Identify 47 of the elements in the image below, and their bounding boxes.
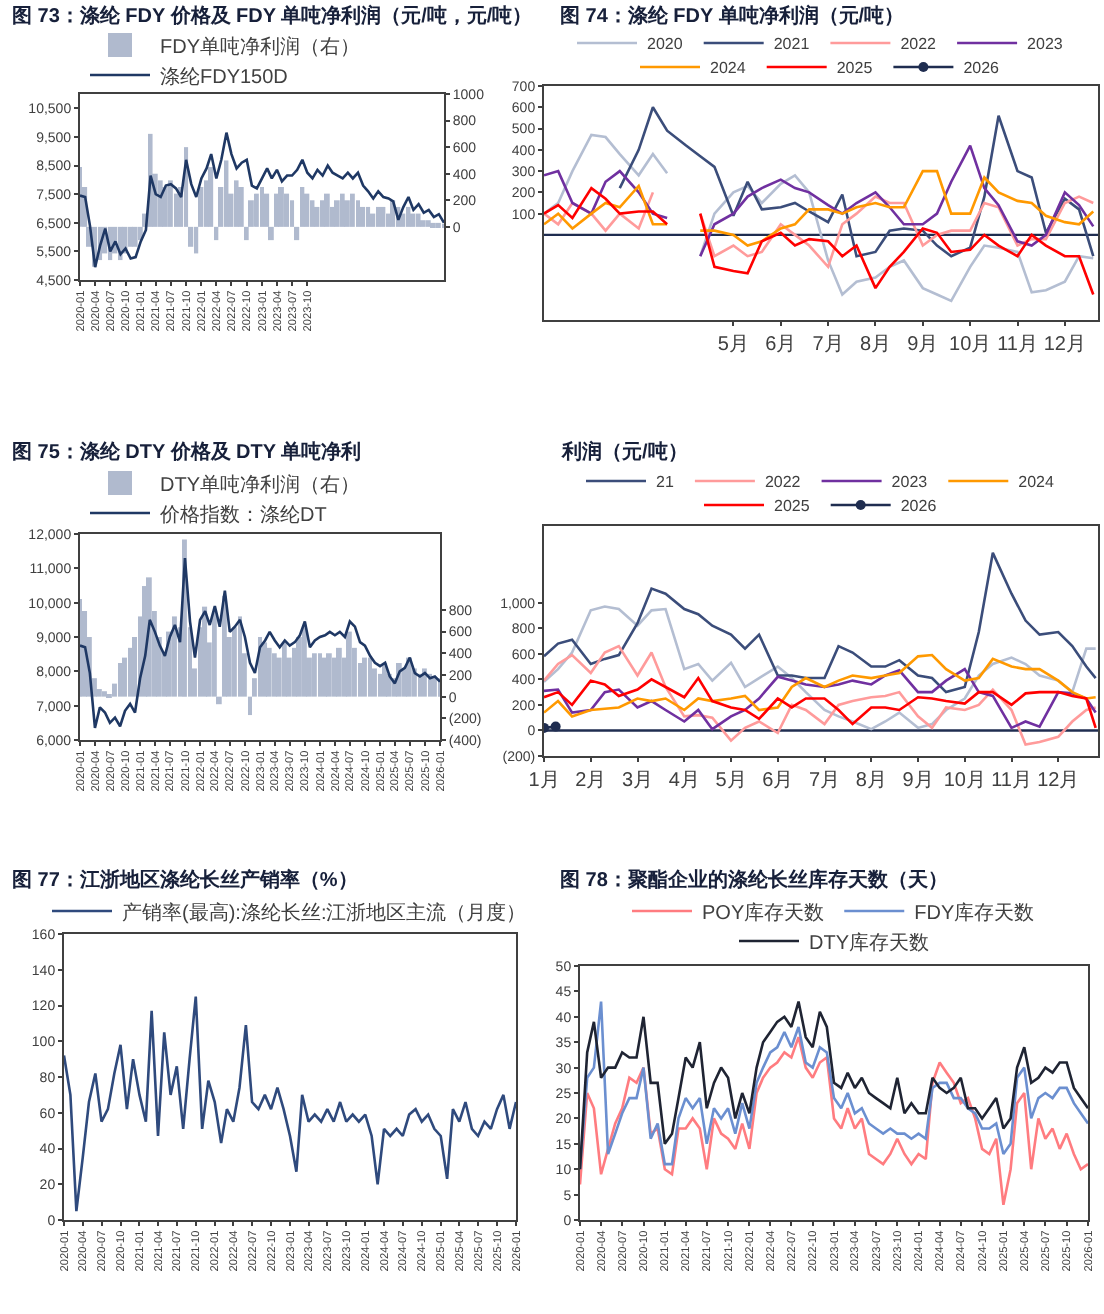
legend-label: 价格指数：涤纶DT: [158, 502, 327, 527]
legend-label: 2024: [710, 59, 747, 78]
legend-label: 2026: [900, 497, 938, 516]
legend-label: 涤纶FDY150D: [160, 64, 288, 89]
x-tick-label: 10月: [949, 334, 992, 356]
legend-label: 2025: [774, 497, 811, 516]
x-tick-label: 3月: [621, 770, 654, 792]
x-tick-label: 6月: [765, 334, 797, 356]
legend-label: FDY库存天数: [914, 900, 1035, 925]
legend-label: 2024: [1018, 473, 1055, 492]
legend-label: 2023: [891, 473, 929, 492]
x-tick-label: 8月: [855, 770, 887, 792]
legend-label: 2022: [900, 35, 938, 54]
legend-label: DTY单吨净利润（右）: [160, 472, 360, 497]
x-tick-label: 4月: [668, 770, 700, 792]
x-tick-label: 9月: [902, 770, 934, 792]
x-tick-label: 7月: [808, 770, 841, 792]
legend-label: 2021: [773, 35, 811, 54]
legend-label: 产销率(最高):涤纶长丝:江浙地区主流（月度）: [122, 900, 527, 925]
legend-label: 2023: [1027, 35, 1064, 54]
x-tick-label: 10月: [943, 770, 986, 792]
x-tick-label: 5月: [715, 770, 747, 792]
legend-label: 2025: [836, 59, 874, 78]
x-tick-label: 12月: [1043, 334, 1086, 356]
chart-title: 利润（元/吨）: [560, 440, 688, 464]
x-tick-label: 5月: [717, 334, 749, 356]
x-tick-label: 11月: [991, 770, 1032, 792]
x-tick-label: 6月: [762, 770, 794, 792]
chart-title: 图 73：涤纶 FDY 价格及 FDY 单吨净利润（元/吨，元/吨）: [12, 4, 533, 28]
legend-label: FDY单吨净利润（右）: [160, 34, 360, 59]
x-tick-label: 8月: [859, 334, 892, 356]
x-tick-label: 7月: [812, 334, 844, 356]
legend-label: 21: [656, 473, 675, 492]
x-tick-label: 11月: [997, 334, 1038, 356]
legend-label: POY库存天数: [702, 900, 825, 925]
legend-label: 2026: [963, 59, 1001, 78]
x-tick-label: 9月: [907, 334, 939, 356]
chart-title: 图 75：涤纶 DTY 价格及 DTY 单吨净利: [12, 440, 362, 464]
legend-label: 2022: [764, 473, 802, 492]
x-tick-label: 12月: [1037, 770, 1080, 792]
chart-title: 图 74：涤纶 FDY 单吨净利润（元/吨）: [560, 4, 905, 28]
chart-title: 图 77：江浙地区涤纶长丝产销率（%）: [12, 868, 358, 892]
legend-label: DTY库存天数: [809, 930, 929, 955]
legend-label: 2020: [647, 35, 684, 54]
x-tick-label: 1月: [528, 770, 560, 792]
x-tick-label: 2月: [575, 770, 607, 792]
chart-title: 图 78：聚酯企业的涤纶长丝库存天数（天）: [560, 868, 948, 892]
